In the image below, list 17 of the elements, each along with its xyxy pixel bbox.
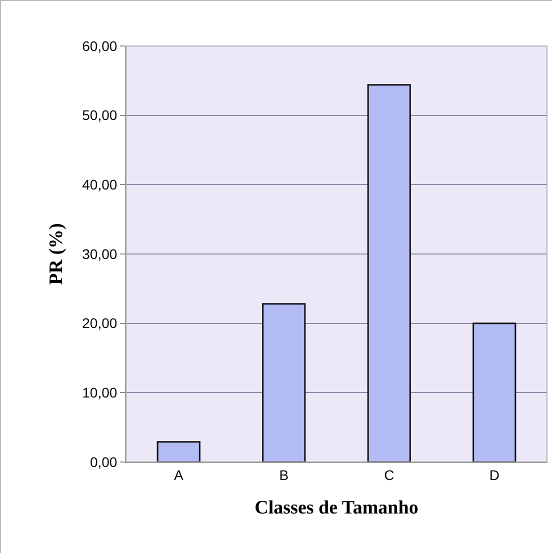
x-tick-label: D — [489, 466, 500, 483]
y-tick-label: 60,00 — [82, 38, 118, 54]
y-tick-label: 20,00 — [82, 315, 118, 332]
y-tick-label: 10,00 — [82, 384, 118, 401]
x-tick-label: A — [174, 466, 184, 483]
bar — [472, 322, 516, 462]
y-tick-label: 0,00 — [90, 454, 118, 470]
y-tick-label: 40,00 — [82, 176, 118, 193]
x-tick-label: C — [384, 466, 394, 483]
x-tick-label: B — [279, 466, 289, 483]
y-tick-label: 30,00 — [82, 246, 118, 262]
x-axis-title: Classes de Tamanho — [254, 498, 418, 519]
y-tick-label: 50,00 — [82, 107, 118, 124]
bar — [156, 441, 200, 462]
bar — [262, 303, 306, 462]
bar — [367, 84, 411, 462]
y-axis-title: PR (%) — [46, 223, 68, 285]
